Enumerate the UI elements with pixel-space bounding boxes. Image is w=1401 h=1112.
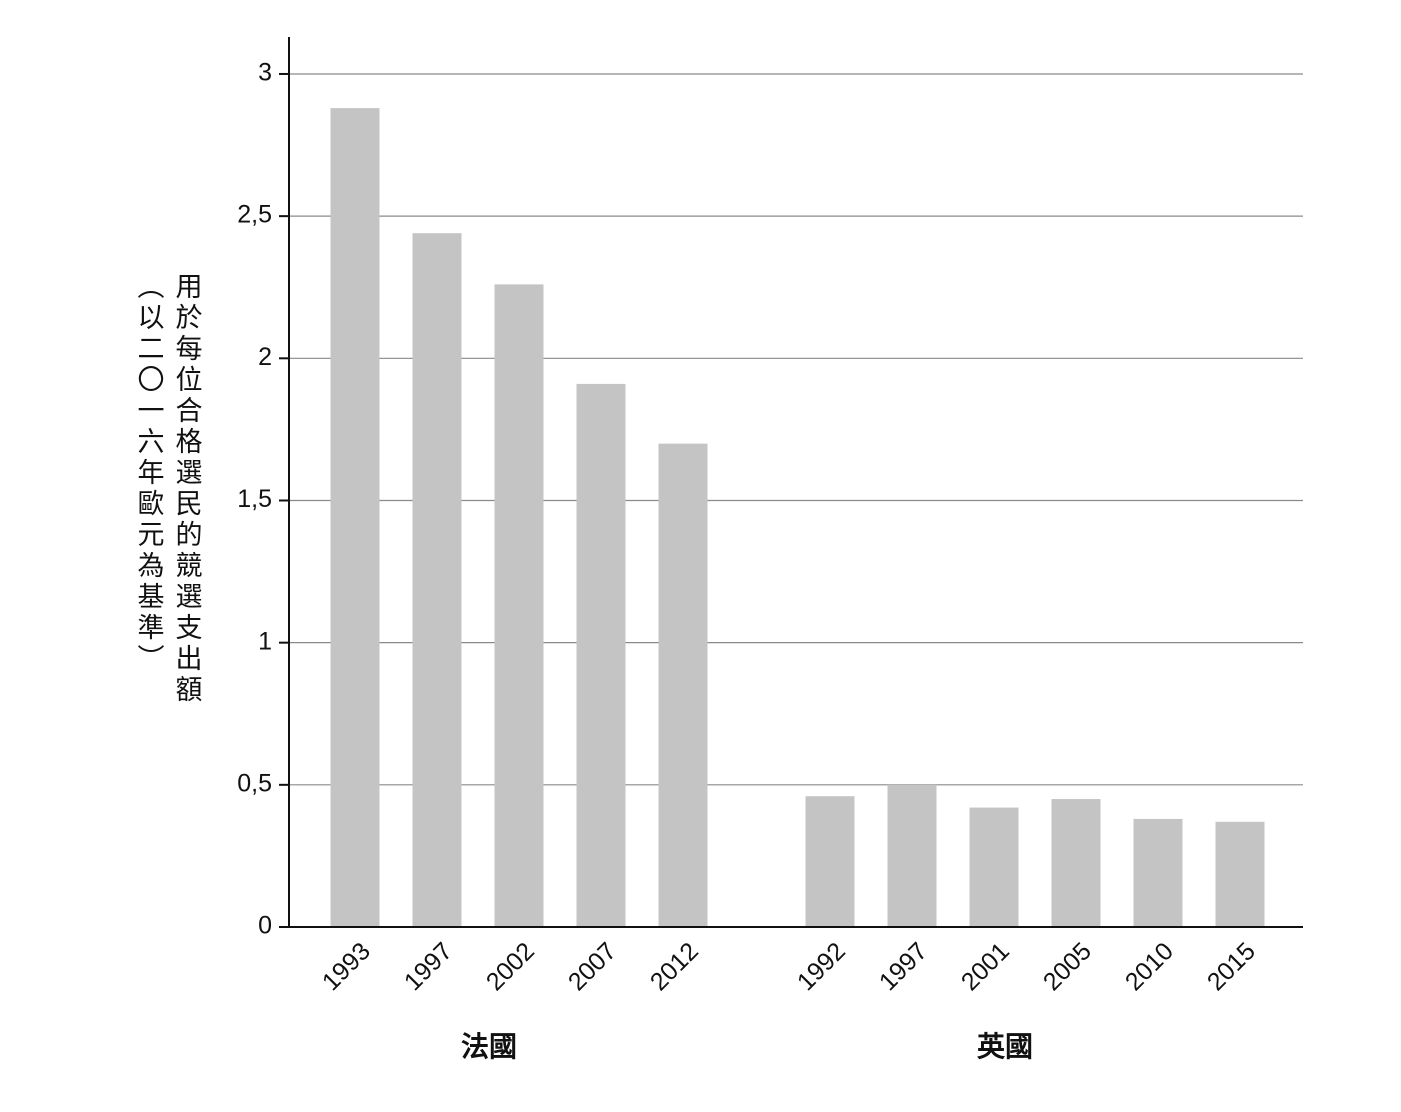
y-tick-label: 1,5 bbox=[237, 485, 272, 513]
x-tick-label: 1993 bbox=[317, 937, 376, 996]
bar bbox=[1133, 818, 1183, 927]
bar bbox=[887, 784, 937, 927]
y-tick-label: 1 bbox=[258, 627, 272, 655]
bar bbox=[1215, 821, 1265, 927]
y-tick-label: 3 bbox=[258, 59, 272, 87]
bar bbox=[412, 233, 462, 927]
bar bbox=[494, 284, 544, 927]
y-axis-label: （以二〇一六年歐元為基準） bbox=[133, 272, 165, 675]
bar bbox=[805, 796, 855, 927]
y-tick-label: 0,5 bbox=[237, 769, 272, 797]
y-tick-label: 0 bbox=[258, 912, 272, 940]
x-tick-label: 2007 bbox=[563, 937, 622, 996]
group-label: 法國 bbox=[461, 1030, 517, 1063]
x-tick-label: 2005 bbox=[1038, 937, 1097, 996]
x-tick-label: 2010 bbox=[1120, 937, 1179, 996]
bar bbox=[576, 383, 626, 927]
x-tick-label: 2002 bbox=[481, 937, 540, 996]
bar bbox=[1051, 799, 1101, 927]
x-tick-label: 1992 bbox=[792, 937, 851, 996]
y-tick-label: 2,5 bbox=[237, 201, 272, 229]
y-axis-label: 用於每位合格選民的競選支出額 bbox=[171, 272, 203, 706]
x-tick-label: 2001 bbox=[956, 937, 1015, 996]
bar bbox=[330, 108, 380, 928]
bar bbox=[969, 807, 1019, 927]
x-tick-label: 2015 bbox=[1202, 937, 1261, 996]
y-tick-label: 2 bbox=[258, 343, 272, 371]
x-tick-label: 2012 bbox=[645, 937, 704, 996]
x-tick-label: 1997 bbox=[399, 937, 458, 996]
x-tick-label: 1997 bbox=[874, 937, 933, 996]
group-label: 英國 bbox=[977, 1030, 1033, 1063]
bar bbox=[658, 443, 708, 927]
